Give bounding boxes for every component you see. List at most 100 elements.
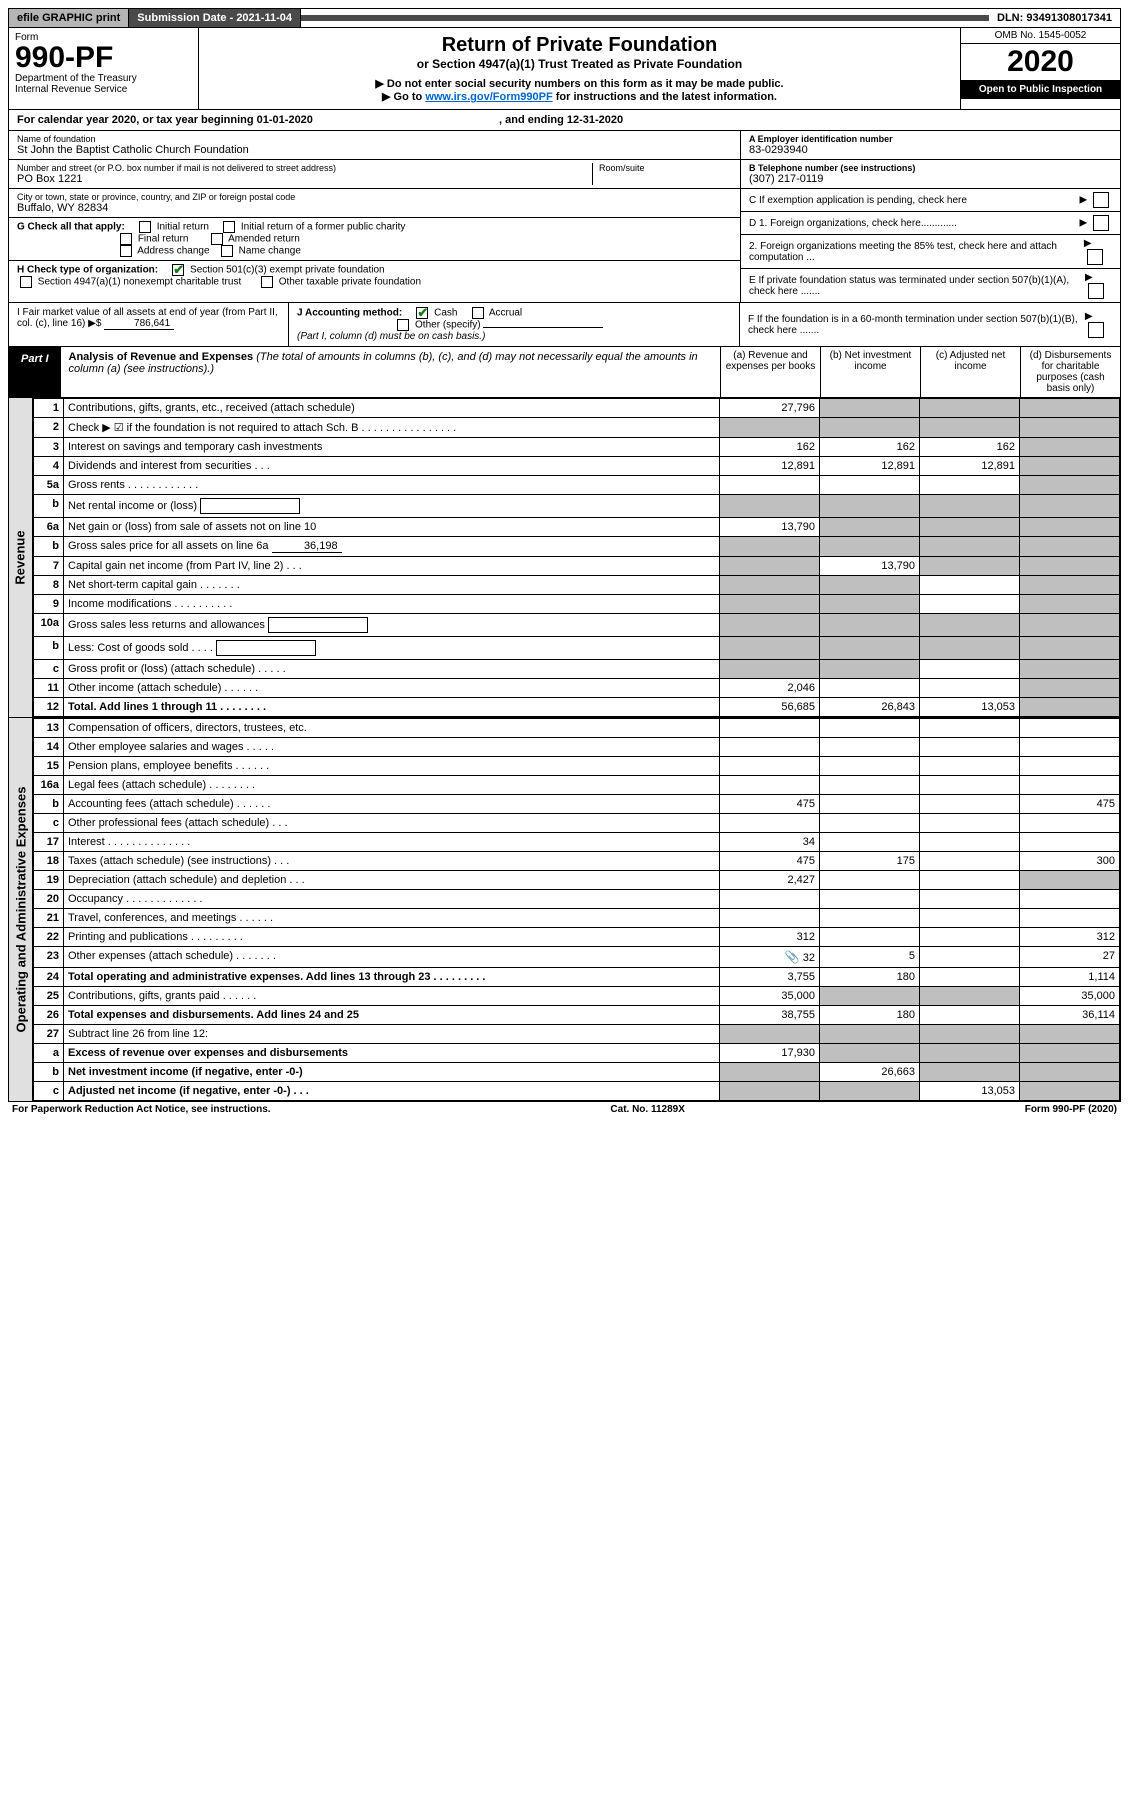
line-number: 9: [34, 595, 64, 614]
note2-pre: ▶ Go to: [382, 91, 425, 103]
h-cell: H Check type of organization: Section 50…: [9, 261, 740, 291]
amount-cell-a: 2,427: [720, 871, 820, 890]
g-opt-2: Final return: [138, 234, 189, 245]
amount-cell-a: [720, 557, 820, 576]
city-label: City or town, state or province, country…: [17, 192, 732, 202]
accrual-checkbox[interactable]: [472, 307, 484, 319]
city-val: Buffalo, WY 82834: [17, 202, 732, 214]
line-number: c: [34, 660, 64, 679]
tel-val: (307) 217-0119: [749, 173, 1112, 185]
amount-cell-b: 175: [820, 852, 920, 871]
amount-cell-a: [720, 660, 820, 679]
amount-cell-c: [920, 399, 1020, 418]
table-row: 26Total expenses and disbursements. Add …: [34, 1006, 1120, 1025]
header-mid: Return of Private Foundation or Section …: [199, 28, 960, 109]
other-method-checkbox[interactable]: [397, 319, 409, 331]
amount-cell-c: [920, 852, 1020, 871]
amount-cell-c: [920, 738, 1020, 757]
amount-cell-a: 35,000: [720, 987, 820, 1006]
initial-former-checkbox[interactable]: [223, 221, 235, 233]
part1-title: Analysis of Revenue and Expenses: [69, 351, 254, 363]
line-desc: Contributions, gifts, grants paid . . . …: [64, 987, 720, 1006]
table-row: 14Other employee salaries and wages . . …: [34, 738, 1120, 757]
amount-cell-a: 2,046: [720, 679, 820, 698]
open-public: Open to Public Inspection: [961, 80, 1120, 99]
other-taxable-checkbox[interactable]: [261, 276, 273, 288]
revenue-table: 1Contributions, gifts, grants, etc., rec…: [33, 398, 1120, 717]
amount-cell-a: 12,891: [720, 457, 820, 476]
j-cell: J Accounting method: Cash Accrual Other …: [289, 303, 740, 346]
top-bar: efile GRAPHIC print Submission Date - 20…: [8, 8, 1121, 28]
d2-label: 2. Foreign organizations meeting the 85%…: [749, 241, 1076, 263]
name-change-checkbox[interactable]: [221, 245, 233, 257]
amount-cell-b: [820, 1025, 920, 1044]
line-desc: Total operating and administrative expen…: [64, 968, 720, 987]
amount-cell-b: 180: [820, 968, 920, 987]
final-return-checkbox[interactable]: [120, 233, 132, 245]
amount-cell-b: [820, 637, 920, 660]
footer: For Paperwork Reduction Act Notice, see …: [8, 1102, 1121, 1117]
amount-cell-b: 180: [820, 1006, 920, 1025]
initial-return-checkbox[interactable]: [139, 221, 151, 233]
501c3-checkbox[interactable]: [172, 264, 184, 276]
dept-label: Department of the Treasury: [15, 73, 192, 84]
g-opt-5: Name change: [239, 246, 301, 257]
amount-cell-b: [820, 909, 920, 928]
amount-cell-c: [920, 987, 1020, 1006]
4947a1-checkbox[interactable]: [20, 276, 32, 288]
amount-cell-a: [720, 757, 820, 776]
line-desc: Other employee salaries and wages . . . …: [64, 738, 720, 757]
tax-year: 2020: [961, 44, 1120, 80]
table-row: 6aNet gain or (loss) from sale of assets…: [34, 518, 1120, 537]
amount-cell-a: [720, 576, 820, 595]
table-row: 15Pension plans, employee benefits . . .…: [34, 757, 1120, 776]
line-desc: Depreciation (attach schedule) and deple…: [64, 871, 720, 890]
amount-cell-d: [1020, 871, 1120, 890]
line-desc: Taxes (attach schedule) (see instruction…: [64, 852, 720, 871]
e-label: E If private foundation status was termi…: [749, 275, 1077, 297]
amount-cell-b: [820, 987, 920, 1006]
d2-checkbox[interactable]: [1087, 249, 1103, 265]
amount-cell-d: [1020, 438, 1120, 457]
line-desc: Less: Cost of goods sold . . . .: [64, 637, 720, 660]
form-header: Form 990-PF Department of the Treasury I…: [8, 28, 1121, 110]
calendar-year-row: For calendar year 2020, or tax year begi…: [8, 110, 1121, 131]
line-number: 19: [34, 871, 64, 890]
amount-cell-b: [820, 679, 920, 698]
amount-cell-c: [920, 557, 1020, 576]
amount-cell-c: [920, 418, 1020, 438]
amount-cell-a: [720, 537, 820, 557]
amount-cell-b: [820, 871, 920, 890]
amount-cell-b: 5: [820, 947, 920, 968]
line-number: b: [34, 537, 64, 557]
line-number: b: [34, 795, 64, 814]
line-number: c: [34, 1082, 64, 1101]
efile-button[interactable]: efile GRAPHIC print: [9, 9, 129, 27]
line-desc: Capital gain net income (from Part IV, l…: [64, 557, 720, 576]
amount-cell-d: [1020, 1063, 1120, 1082]
address-change-checkbox[interactable]: [120, 245, 132, 257]
table-row: 5aGross rents . . . . . . . . . . . .: [34, 476, 1120, 495]
amount-cell-d: [1020, 1082, 1120, 1101]
d1-checkbox[interactable]: [1093, 215, 1109, 231]
e-checkbox[interactable]: [1088, 283, 1104, 299]
tel-cell: B Telephone number (see instructions) (3…: [741, 160, 1120, 189]
form990pf-link[interactable]: www.irs.gov/Form990PF: [425, 91, 552, 103]
amended-return-checkbox[interactable]: [211, 233, 223, 245]
revenue-side-label: Revenue: [9, 398, 33, 717]
amount-cell-a: [720, 909, 820, 928]
f-checkbox[interactable]: [1088, 322, 1104, 338]
amount-cell-a: [720, 637, 820, 660]
cash-checkbox[interactable]: [416, 307, 428, 319]
name-label: Name of foundation: [17, 134, 732, 144]
line-number: 7: [34, 557, 64, 576]
amount-cell-a: 38,755: [720, 1006, 820, 1025]
table-row: 1Contributions, gifts, grants, etc., rec…: [34, 399, 1120, 418]
g-opt-0: Initial return: [157, 222, 209, 233]
amount-cell-d: 475: [1020, 795, 1120, 814]
c-checkbox[interactable]: [1093, 192, 1109, 208]
amount-cell-d: [1020, 909, 1120, 928]
amount-cell-d: [1020, 679, 1120, 698]
amount-cell-d: [1020, 660, 1120, 679]
part1-header: Part I Analysis of Revenue and Expenses …: [8, 347, 1121, 398]
